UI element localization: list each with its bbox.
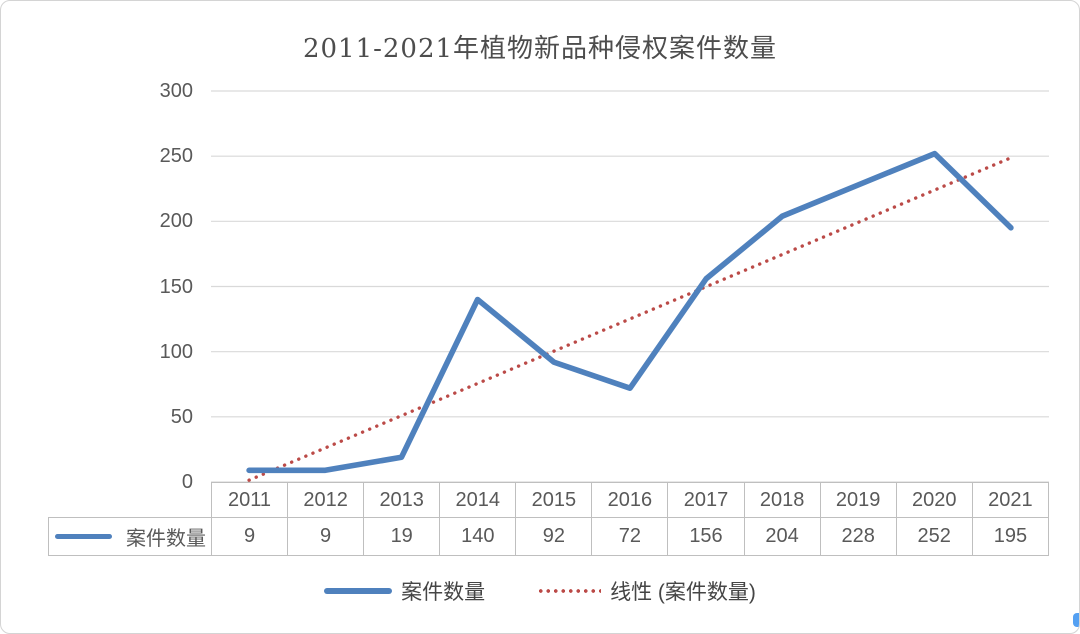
chart-legend: 案件数量 线性 (案件数量) (1, 575, 1079, 607)
year-header-cell: 2011 (210, 482, 289, 518)
series-line-icon (324, 588, 393, 594)
y-axis-tick-label: 200 (159, 210, 193, 233)
value-cell: 9 (210, 517, 289, 556)
y-axis-tick-label: 150 (159, 275, 193, 298)
year-header-cell: 2015 (515, 482, 593, 518)
y-axis-tick-label: 300 (159, 80, 193, 102)
y-axis-tick-label: 50 (170, 405, 193, 428)
value-cell: 156 (667, 517, 745, 556)
series-key-cell: 案件数量 (48, 517, 212, 556)
trend-dotted-line-icon (537, 588, 602, 594)
y-axis-tick-label: 100 (159, 340, 193, 363)
year-header-cell: 2013 (363, 482, 441, 518)
series-line (246, 150, 1014, 474)
data-table: 2011 2012 2013 2014 2015 2016 2017 2018 2019 2020… (48, 482, 1050, 556)
value-cell: 204 (743, 517, 821, 556)
year-header-cell: 2012 (287, 482, 365, 518)
year-header-cell: 2014 (439, 482, 517, 518)
year-header-cell: 2016 (591, 482, 669, 518)
year-header-cell: 2020 (895, 482, 973, 518)
value-cell: 228 (819, 517, 897, 556)
series-line-icon (55, 534, 112, 539)
legend-label-trend: 线性 (案件数量) (610, 581, 756, 604)
year-header-cell: 2017 (667, 482, 745, 518)
legend-label-series: 案件数量 (401, 581, 486, 604)
year-header-cell: 2021 (971, 482, 1050, 518)
edge-marker (1073, 613, 1079, 627)
value-cell: 72 (591, 517, 669, 556)
plot-area (211, 90, 1049, 483)
legend-item-trend: 线性 (案件数量) (537, 576, 756, 606)
value-cell: 252 (895, 517, 973, 556)
year-header-cell: 2019 (819, 482, 897, 518)
value-cell: 195 (971, 517, 1050, 556)
value-cell: 9 (287, 517, 365, 556)
chart-title: 2011-2021年植物新品种侵权案件数量 (302, 34, 778, 64)
y-axis-tick-label: 250 (159, 145, 193, 168)
series-key-label: 案件数量 (126, 528, 206, 550)
legend-item-series: 案件数量 (324, 576, 485, 606)
y-axis-tick-label: 0 (181, 471, 193, 493)
value-cell: 140 (439, 517, 517, 556)
value-cell: 92 (515, 517, 593, 556)
value-cell: 19 (363, 517, 441, 556)
trend-line (247, 156, 1013, 482)
year-header-cell: 2018 (743, 482, 821, 518)
